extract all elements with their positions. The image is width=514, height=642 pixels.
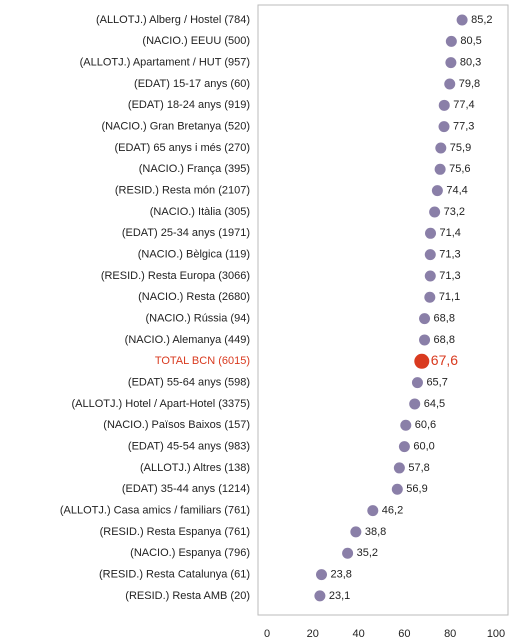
x-tick-label: 80 (444, 628, 456, 640)
category-label: (EDAT) 25-34 anys (1971) (122, 227, 250, 239)
category-label: (RESID.) Resta Espanya (761) (100, 526, 250, 538)
value-label: 79,8 (459, 78, 480, 90)
value-label: 77,3 (453, 121, 474, 133)
value-label: 46,2 (382, 504, 403, 516)
value-label: 64,5 (424, 398, 445, 410)
value-label: 35,2 (357, 547, 378, 559)
dot (445, 57, 457, 69)
x-tick-label: 20 (307, 628, 319, 640)
value-label: 73,2 (444, 206, 465, 218)
dot (438, 121, 450, 133)
category-label: (RESID.) Resta món (2107) (115, 185, 250, 197)
dot (398, 441, 410, 453)
dot (367, 505, 379, 517)
value-label: 60,6 (415, 419, 436, 431)
category-label: (EDAT) 65 anys i més (270) (114, 142, 250, 154)
value-label: 57,8 (408, 462, 429, 474)
value-label: 65,7 (426, 377, 447, 389)
value-label: 71,4 (440, 227, 461, 239)
category-label: (RESID.) Resta AMB (20) (125, 590, 250, 602)
category-label: (EDAT) 45-54 anys (983) (128, 441, 250, 453)
category-label: (ALLOTJ.) Casa amics / familiars (761) (60, 504, 250, 516)
value-label: 67,6 (431, 352, 458, 368)
dot (419, 334, 431, 346)
category-label: (ALLOTJ.) Hotel / Apart-Hotel (3375) (71, 398, 250, 410)
dot (400, 419, 412, 431)
dot (456, 14, 468, 26)
value-label: 38,8 (365, 526, 386, 538)
dot (429, 206, 441, 218)
dot (409, 398, 421, 410)
category-label: (ALLOTJ.) Altres (138) (140, 462, 250, 474)
dot (419, 313, 431, 325)
x-tick-label: 60 (398, 628, 410, 640)
dot (445, 35, 457, 47)
dot (425, 227, 437, 239)
value-label: 23,1 (329, 590, 350, 602)
category-label: (NACIO.) Bèlgica (119) (138, 249, 250, 261)
category-label: (NACIO.) Gran Bretanya (520) (101, 121, 250, 133)
value-label: 71,1 (439, 291, 460, 303)
category-label: (RESID.) Resta Europa (3066) (101, 270, 250, 282)
dot (435, 142, 447, 154)
dot (314, 590, 326, 602)
category-label: (NACIO.) Itàlia (305) (150, 206, 250, 218)
value-label: 56,9 (406, 483, 427, 495)
value-label: 85,2 (471, 14, 492, 26)
category-label: (NACIO.) França (395) (139, 163, 250, 175)
plot-frame (257, 4, 509, 616)
dot (434, 163, 446, 175)
x-tick-label: 40 (352, 628, 364, 640)
value-label: 75,9 (450, 142, 471, 154)
value-label: 80,3 (460, 57, 481, 69)
category-label: (ALLOTJ.) Alberg / Hostel (784) (96, 14, 250, 26)
dot (411, 377, 423, 389)
category-label: (EDAT) 18-24 anys (919) (128, 99, 250, 111)
x-tick-label: 100 (487, 628, 505, 640)
x-tick-label: 0 (264, 628, 270, 640)
category-label: (EDAT) 15-17 anys (60) (134, 78, 250, 90)
dot (438, 99, 450, 111)
category-label: (EDAT) 55-64 anys (598) (128, 377, 250, 389)
value-label: 74,4 (446, 185, 467, 197)
dot (350, 526, 362, 538)
category-label: (EDAT) 35-44 anys (1214) (122, 483, 250, 495)
dot (431, 185, 443, 197)
category-label: (NACIO.) Espanya (796) (130, 547, 250, 559)
value-label: 68,8 (434, 313, 455, 325)
value-label: 60,0 (413, 441, 434, 453)
dot (391, 483, 403, 495)
value-label: 23,8 (331, 568, 352, 580)
category-label: (NACIO.) Rússia (94) (145, 313, 250, 325)
dot (393, 462, 405, 474)
dot (316, 569, 328, 581)
value-label: 71,3 (439, 249, 460, 261)
category-label: (RESID.) Resta Catalunya (61) (99, 568, 250, 580)
value-label: 71,3 (439, 270, 460, 282)
dot (444, 78, 456, 90)
value-label: 80,5 (460, 35, 481, 47)
dot (414, 353, 430, 369)
category-label: (NACIO.) Alemanya (449) (125, 334, 250, 346)
value-label: 68,8 (434, 334, 455, 346)
category-label: TOTAL BCN (6015) (155, 355, 250, 367)
value-label: 75,6 (449, 163, 470, 175)
dot (424, 291, 436, 303)
category-label: (NACIO.) Resta (2680) (138, 291, 250, 303)
value-label: 77,4 (453, 99, 474, 111)
category-label: (ALLOTJ.) Apartament / HUT (957) (80, 57, 250, 69)
dot (424, 270, 436, 282)
dot (424, 249, 436, 261)
dot (342, 547, 354, 559)
category-label: (NACIO.) Països Baixos (157) (103, 419, 250, 431)
category-label: (NACIO.) EEUU (500) (142, 35, 250, 47)
